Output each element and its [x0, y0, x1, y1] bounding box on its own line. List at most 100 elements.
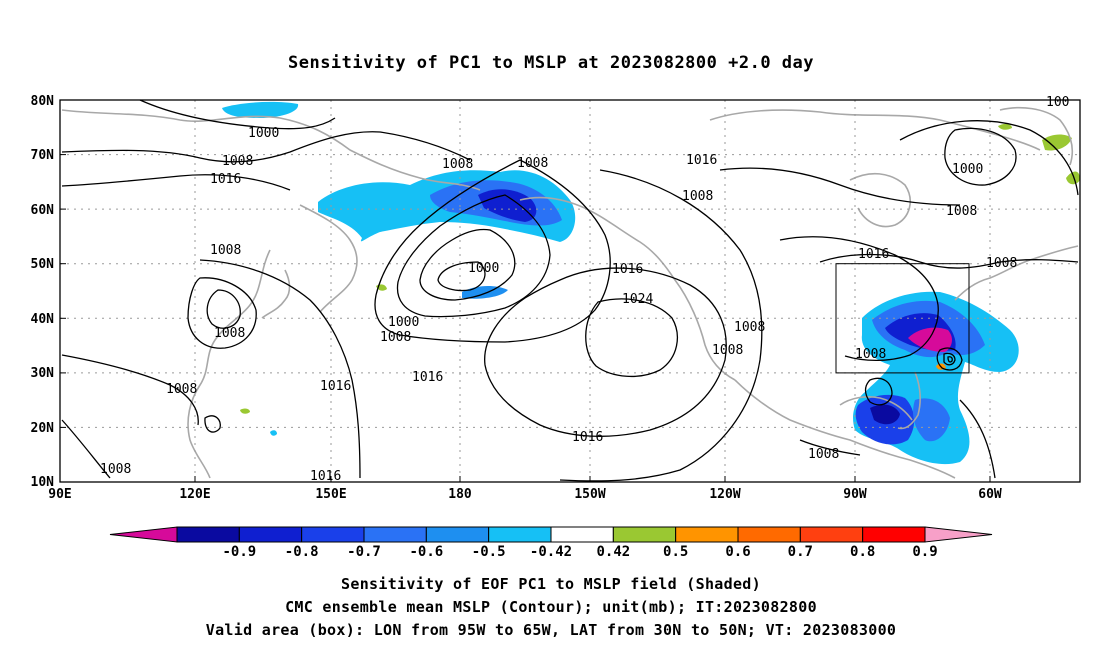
contour-label: 1008: [166, 382, 197, 397]
contour-label: 1008: [946, 204, 977, 219]
contour-1016-west-pacific: [199, 259, 361, 479]
lat-label: 80N: [31, 94, 55, 109]
contour-984-bering-core: [437, 261, 486, 292]
contour-label: 1016: [686, 153, 717, 168]
contour-1008-china: [61, 354, 199, 426]
contour-label: 1008: [214, 326, 245, 341]
contour-label: 1008: [210, 243, 241, 258]
lat-label: 30N: [31, 366, 55, 381]
contour-label: 1000: [468, 261, 499, 276]
contour-label: 1016: [412, 370, 443, 385]
colorbar-label: -0.5: [472, 544, 506, 560]
coastline-canada-arctic: [709, 109, 1041, 151]
colorbar-label: 0.5: [663, 544, 688, 560]
contour-1000-bering-mid: [396, 194, 551, 318]
colorbar-swatch: [238, 526, 303, 543]
coastline-japan: [261, 269, 291, 319]
contour-label: 1016: [572, 430, 603, 445]
colorbar-swatch: [612, 526, 677, 543]
contour-1000-asia-low-inner: [206, 289, 241, 329]
contour-1000-greenland: [944, 127, 1017, 186]
coastline-siberia-east: [299, 204, 358, 313]
shade-patch-asia-green: [240, 408, 250, 414]
contour-1000-arctic: [139, 99, 336, 130]
contour-1008-greenland: [899, 120, 1079, 196]
contour-1016-na: [819, 253, 1079, 269]
shade-patch-carib: [913, 398, 950, 442]
contour-label: 1016: [210, 172, 241, 187]
colorbar-swatch: [862, 526, 926, 543]
lon-label: 180: [448, 487, 472, 502]
contour-1008-philippine: [204, 415, 221, 433]
contour-hurricane-3: [947, 356, 953, 363]
caption-line-2: CMC ensemble mean MSLP (Contour); unit(m…: [285, 598, 817, 616]
shade-patch-greenland2: [1066, 171, 1080, 185]
contour-1008-na-low: [779, 236, 939, 362]
lat-label: 10N: [31, 475, 55, 490]
colorbar-label: -0.6: [409, 544, 443, 560]
colorbar-label: -0.9: [222, 544, 256, 560]
coastline-eurasia-arctic: [61, 109, 481, 191]
colorbar-label: -0.42: [530, 544, 572, 560]
shade-patch-arctic: [222, 101, 299, 118]
colorbar-swatch: [799, 526, 864, 543]
lon-label: 120E: [179, 487, 210, 502]
contour-label: 1016: [310, 469, 341, 484]
colorbar-label: 0.8: [850, 544, 875, 560]
contour-1008-bering-outer: [374, 159, 611, 343]
contour-1008-south-china: [61, 419, 111, 479]
colorbar-label: 0.7: [788, 544, 813, 560]
lon-label: 90E: [48, 487, 71, 502]
lat-label: 60N: [31, 203, 55, 218]
contour-label-layer: 1000 1008 1016 1008 1008 1008 1016 1008 …: [100, 95, 1069, 484]
contour-label: 1008: [808, 447, 839, 462]
lon-label: 150E: [315, 487, 346, 502]
coastline-gulf: [839, 396, 913, 421]
contour-label: 1024: [622, 292, 653, 307]
coastline-greenland: [999, 106, 1074, 166]
colorbar-swatch: [176, 526, 240, 543]
figure-title: Sensitivity of PC1 to MSLP at 2023082800…: [288, 53, 814, 73]
contour-1008-atlantic: [959, 399, 996, 479]
contour-label: 1008: [517, 156, 548, 171]
coastline-florida: [897, 371, 921, 430]
contour-label: 1008: [100, 462, 131, 477]
contour-label: 1016: [320, 379, 351, 394]
longitude-labels: 90E 120E 150E 180 150W 120W 90W 60W: [48, 487, 1002, 502]
map-frame: [59, 99, 1081, 483]
contour-1008-pacific-outer: [559, 169, 763, 482]
lon-label: 120W: [709, 487, 740, 502]
contour-hurricane-1: [936, 347, 963, 371]
lat-label: 70N: [31, 148, 55, 163]
contour-1008-mexico: [799, 439, 861, 456]
shade-patch-ocean-blue: [270, 430, 277, 436]
colorbar-label: -0.7: [347, 544, 381, 560]
map-content: 1000 1008 1016 1008 1008 1008 1016 1008 …: [60, 95, 1080, 484]
coastline-alaska: [519, 196, 736, 381]
contour-label: 1016: [612, 262, 643, 277]
contour-992-bering-inner: [419, 228, 516, 301]
contour-1016-pacific-high: [484, 267, 727, 437]
colorbar-swatch: [737, 526, 801, 543]
contour-1008-arctic: [61, 131, 471, 163]
colorbar-swatch: [675, 526, 739, 543]
coastlines: [61, 106, 1079, 479]
colorbar-swatch: [425, 526, 490, 543]
contour-label: 1008: [712, 343, 743, 358]
contour-label: 1008: [380, 330, 411, 345]
lon-label: 60W: [978, 487, 1002, 502]
lat-label: 40N: [31, 312, 55, 327]
contour-gulf-low: [864, 377, 893, 406]
lat-label: 50N: [31, 257, 55, 272]
contour-label: 1008: [222, 154, 253, 169]
caption-line-3: Valid area (box): LON from 95W to 65W, L…: [206, 621, 896, 639]
colorbar-swatch: [301, 526, 365, 543]
contour-1016-arctic: [61, 174, 291, 191]
lon-label: 150W: [574, 487, 605, 502]
lon-label: 90W: [843, 487, 867, 502]
colorbar-triangle-low: [109, 526, 178, 543]
shade-patch-gulf-core: [870, 404, 900, 425]
colorbar-label: -0.8: [285, 544, 319, 560]
coastline-hudson: [849, 172, 911, 228]
